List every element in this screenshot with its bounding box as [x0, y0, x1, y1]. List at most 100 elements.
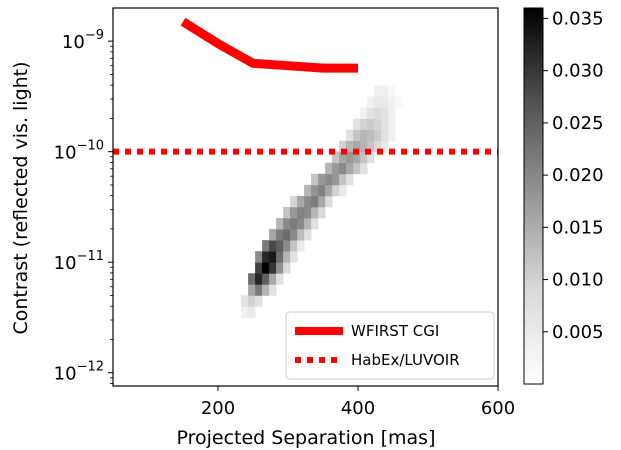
colorbar-gradient	[523, 7, 544, 385]
heatmap-cell	[318, 173, 326, 186]
heatmap-cell	[332, 173, 340, 186]
heatmap-cell	[276, 262, 284, 274]
heatmap-cell	[332, 151, 340, 164]
heatmap-cell	[367, 129, 375, 142]
heatmap-cell	[318, 206, 326, 219]
heatmap-cell	[255, 273, 263, 285]
colorbar-tick-label: 0.015	[552, 217, 604, 238]
heatmap-cell	[318, 184, 326, 197]
heatmap-cell	[290, 195, 298, 208]
heatmap-cell	[367, 140, 375, 153]
colorbar-tick-label: 0.035	[552, 8, 604, 29]
heatmap-cell	[360, 107, 368, 119]
heatmap-cell	[339, 184, 347, 197]
heatmap-cell	[374, 96, 382, 108]
heatmap-cell	[276, 251, 284, 263]
legend: WFIRST CGI HabEx/LUVOIR	[285, 311, 495, 380]
x-axis-label: Projected Separation [mas]	[176, 427, 435, 449]
heatmap-cell	[374, 107, 382, 119]
heatmap-cell	[339, 173, 347, 186]
heatmap-cell	[353, 129, 361, 142]
heatmap-cell	[262, 251, 270, 263]
heatmap-cell	[304, 229, 312, 241]
heatmap-cell	[325, 184, 333, 197]
heatmap-cell	[255, 284, 263, 296]
heatmap-cell	[311, 206, 319, 219]
heatmap-cell	[297, 218, 305, 230]
heatmap-cell	[360, 151, 368, 164]
heatmap-cell	[290, 251, 298, 263]
heatmap-cell	[311, 195, 319, 208]
heatmap-cell	[290, 229, 298, 241]
heatmap-cell	[276, 273, 284, 285]
x-tick-label: 400	[341, 398, 375, 419]
heatmap-cell	[255, 295, 263, 307]
heatmap-cell	[248, 284, 256, 296]
heatmap-cell	[353, 140, 361, 153]
heatmap-cell	[248, 295, 256, 307]
heatmap-cell	[339, 140, 347, 153]
heatmap-cell	[332, 162, 340, 175]
heatmap-cell	[276, 240, 284, 252]
heatmap-cell	[318, 195, 326, 208]
heatmap-cell	[283, 251, 291, 263]
heatmap-cell	[248, 306, 256, 318]
heatmap-cell	[290, 206, 298, 219]
heatmap-cell	[290, 218, 298, 230]
y-tick-label: 10−10	[54, 139, 104, 164]
series-line-wfirst-cgi	[180, 17, 358, 73]
heatmap-cell	[283, 240, 291, 252]
heatmap-cell	[388, 85, 396, 97]
heatmap-cell	[311, 218, 319, 230]
heatmap-cell	[262, 240, 270, 252]
heatmap-cell	[276, 218, 284, 230]
heatmap-cell	[367, 96, 375, 108]
heatmap-cell	[311, 173, 319, 186]
colorbar-tick-label: 0.020	[552, 165, 604, 186]
heatmap-cell	[381, 85, 389, 97]
heatmap-cell	[297, 229, 305, 241]
y-tick-label: 10−11	[54, 249, 104, 274]
heatmap-cell	[353, 151, 361, 164]
x-tick-label: 200	[201, 398, 235, 419]
heatmap-cell	[395, 96, 403, 108]
heatmap-cell	[304, 218, 312, 230]
heatmap-cell	[241, 295, 249, 307]
heatmap-cell	[388, 96, 396, 108]
heatmap-cell	[381, 118, 389, 130]
heatmap-cell	[290, 240, 298, 252]
heatmap-cell	[283, 218, 291, 230]
heatmap-cell	[311, 184, 319, 197]
heatmap-cell	[325, 173, 333, 186]
heatmap-cell	[262, 273, 270, 285]
heatmap-cell	[269, 229, 277, 241]
heatmap-cell	[388, 129, 396, 142]
heatmap-cell	[241, 306, 249, 318]
heatmap-cell	[276, 229, 284, 241]
heatmap-cell	[332, 184, 340, 197]
y-tick-label: 10−9	[62, 28, 104, 53]
heatmap-cell	[269, 273, 277, 285]
heatmap-cell	[248, 273, 256, 285]
heatmap-cell	[339, 151, 347, 164]
heatmap-cell	[381, 140, 389, 153]
heatmap-cell	[297, 206, 305, 219]
y-axis: 10−9 10−10 10−11 10−12	[54, 28, 113, 385]
heatmap-cell	[269, 240, 277, 252]
heatmap-cell	[269, 251, 277, 263]
y-axis-label: Contrast (reflected vis. light)	[10, 61, 32, 334]
heatmap-cell	[304, 195, 312, 208]
colorbar-tick-label: 0.005	[552, 322, 604, 343]
heatmap-cell	[346, 140, 354, 153]
heatmap-cell	[367, 151, 375, 164]
heatmap-cell	[262, 284, 270, 296]
colorbar-ticks: 0.005 0.010 0.015 0.020 0.025 0.030 0.035	[543, 8, 604, 343]
heatmap-cell	[374, 85, 382, 97]
heatmap-cell	[388, 107, 396, 119]
heatmap-cell	[388, 118, 396, 130]
heatmap-cell	[255, 251, 263, 263]
heatmap-cell	[346, 162, 354, 175]
heatmap-cell	[325, 195, 333, 208]
heatmap	[241, 85, 403, 318]
